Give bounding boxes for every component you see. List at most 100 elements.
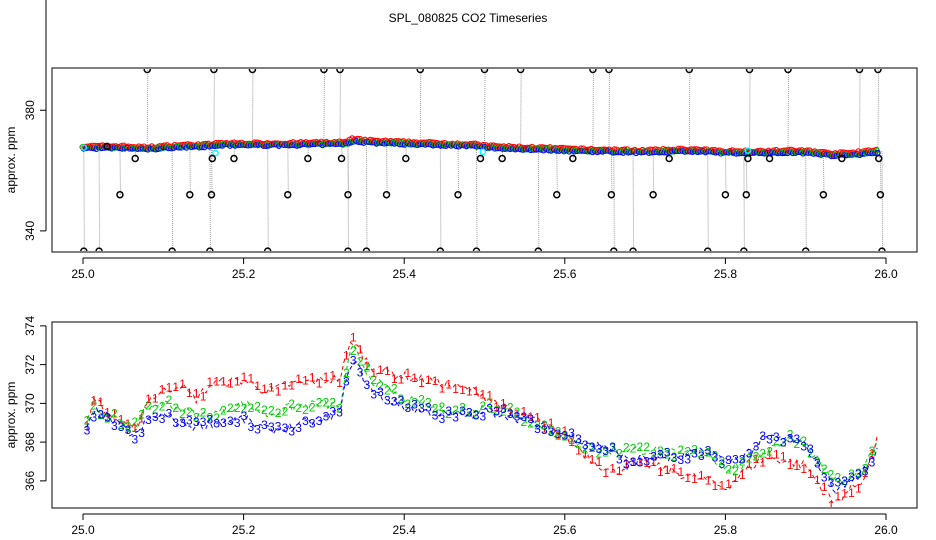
bottom-panel: 11 11 1 1 1 111 11 1 1 11 1 11 1 1 1 1 1 11 1 1 1 1 1 1 1 1 1 1 1111… <box>4 316 918 537</box>
spike-trace <box>213 69 215 146</box>
top-spike-point <box>168 247 176 251</box>
series-2-marker: 2 <box>247 401 254 415</box>
series-2-marker: 2 <box>821 462 828 476</box>
series-3-marker: 3 <box>507 407 514 421</box>
series-3-marker: 3 <box>841 474 848 488</box>
series-2-marker: 2 <box>309 401 316 415</box>
spike-trace <box>501 147 504 159</box>
top-spike-point <box>784 69 792 74</box>
spike-trace <box>822 153 825 195</box>
series-2-marker: 2 <box>794 437 801 451</box>
figure-title: SPL_080825 CO2 Timeseries <box>389 11 548 25</box>
series-2-marker: 2 <box>125 420 132 434</box>
series-3-marker: 3 <box>718 457 725 471</box>
top-spike-point <box>472 247 481 251</box>
top-spike-point <box>745 69 754 74</box>
series-1-marker: 1 <box>384 364 391 378</box>
spike-trace <box>610 151 613 195</box>
series-1-marker: 1 <box>323 370 330 384</box>
series-2-marker: 2 <box>97 408 104 422</box>
series-3-marker: 3 <box>323 410 330 424</box>
series-1-marker: 1 <box>282 378 289 392</box>
series-1-marker: 1 <box>234 375 241 389</box>
top-spike-point <box>143 69 151 74</box>
series-2-marker: 2 <box>268 403 275 417</box>
series-3-marker: 3 <box>213 417 220 431</box>
spike-trace <box>347 143 350 195</box>
series-3-marker: 3 <box>459 404 466 418</box>
x-tick-label: 25.8 <box>714 267 738 281</box>
series-1-marker: 1 <box>684 471 691 485</box>
top-spike-point <box>186 190 194 199</box>
series-2-marker: 2 <box>138 408 145 422</box>
series-2-marker: 2 <box>152 403 159 417</box>
series-2-marker: 2 <box>759 447 766 461</box>
spike-trace <box>652 151 655 195</box>
series-1: 11 11 1 1 1 111 11 1 1 11 1 11 1 1 1 1 1 11 1 1 1 1 1 1 1 1 1 1 1111… <box>84 331 878 507</box>
top-spike-point <box>553 190 561 199</box>
series-1-line <box>86 341 878 504</box>
top-spike-point <box>337 154 346 163</box>
series-1-marker: 1 <box>602 466 609 480</box>
series-2-marker: 2 <box>220 403 227 417</box>
series-2-marker: 2 <box>541 418 548 432</box>
spike-trace <box>134 148 137 159</box>
spike-trace <box>688 69 691 151</box>
series-3-marker: 3 <box>104 411 111 425</box>
series-2-marker: 2 <box>350 344 357 358</box>
top-axes: 25.025.225.425.625.826.0340380420 <box>23 0 898 281</box>
series-1-marker: 1 <box>759 456 766 470</box>
series-1-marker: 1 <box>480 388 487 402</box>
series-1-marker: 1 <box>623 457 630 471</box>
series-3-marker: 3 <box>500 402 507 416</box>
series-3-marker: 3 <box>609 440 616 454</box>
series-3-marker: 3 <box>780 435 787 449</box>
series-2-marker: 2 <box>650 447 657 461</box>
series-2-marker: 2 <box>637 440 644 454</box>
series-2-marker: 2 <box>452 403 459 417</box>
series-2-marker: 2 <box>377 379 384 393</box>
series-2-marker: 2 <box>90 398 97 412</box>
top-plot-frame <box>51 67 918 253</box>
series-1-marker: 1 <box>596 455 603 469</box>
series-3-marker: 3 <box>90 411 97 425</box>
series-2-marker: 2 <box>862 461 869 475</box>
series-1-marker: 1 <box>186 386 193 400</box>
spike-trace <box>592 69 594 151</box>
series-3-marker: 3 <box>302 414 309 428</box>
top-spike-point <box>476 154 485 163</box>
top-spike-point <box>838 154 846 163</box>
series-3-marker: 3 <box>759 429 766 443</box>
series-2-marker: 2 <box>657 444 664 458</box>
series-2-marker: 2 <box>302 403 309 417</box>
series-1-marker: 1 <box>138 411 145 425</box>
top-spike-point <box>436 247 445 251</box>
series-3-marker: 3 <box>643 454 650 468</box>
top-spike-point <box>230 154 238 163</box>
series-1-marker: 1 <box>848 486 855 500</box>
series-2-marker: 2 <box>227 401 234 415</box>
series-2-marker: 2 <box>118 418 125 432</box>
series-3-marker: 3 <box>84 423 91 437</box>
series-3-marker: 3 <box>404 401 411 415</box>
top-panel: 25.025.225.425.625.826.0340380420 approx… <box>4 0 918 281</box>
series-3-marker: 3 <box>432 409 439 423</box>
series-1-marker: 1 <box>616 464 623 478</box>
spike-trace <box>171 146 174 251</box>
series-1-marker: 1 <box>575 444 582 458</box>
series-3-marker: 3 <box>370 388 377 402</box>
series-3-marker: 3 <box>821 471 828 485</box>
top-cyan-point <box>212 149 219 157</box>
series-1-marker: 1 <box>432 374 439 388</box>
series-3-marker: 3 <box>787 432 794 446</box>
series-2-marker: 2 <box>869 444 876 458</box>
series-1-marker: 1 <box>855 481 862 495</box>
series-1-marker: 1 <box>295 372 302 386</box>
spike-trace <box>724 152 727 195</box>
series-2-marker: 2 <box>329 395 336 409</box>
series-2-marker: 2 <box>834 471 841 485</box>
series-3-marker: 3 <box>131 433 138 447</box>
series-3-marker: 3 <box>329 404 336 418</box>
series-2-marker: 2 <box>602 446 609 460</box>
series-2-marker: 2 <box>828 467 835 481</box>
